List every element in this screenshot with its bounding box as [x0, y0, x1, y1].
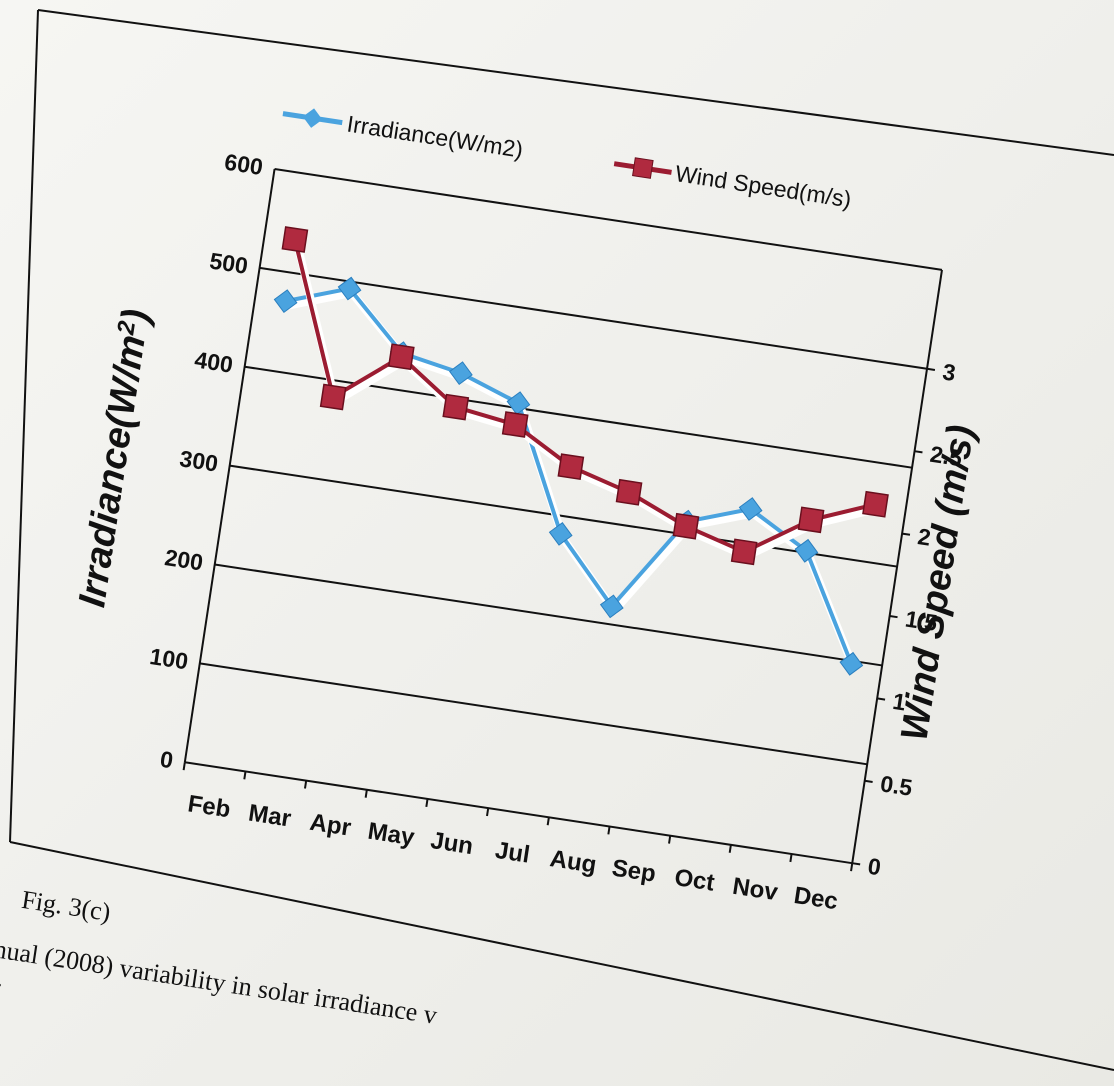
data-point-irradiance [273, 289, 298, 314]
x-tick-mark [486, 807, 490, 817]
x-tick-label: Apr [308, 809, 353, 842]
x-tick-mark [182, 762, 186, 771]
legend-label-irradiance: Irradiance(W/m2) [345, 110, 525, 162]
y2-tick-mark [864, 779, 873, 783]
y-axis-title: Irradiance(W/m2) [71, 307, 157, 610]
y2-tick-label: 1 [891, 688, 908, 716]
y2-tick-label: 0 [866, 853, 883, 881]
series [273, 226, 889, 676]
y-tick-label: 500 [208, 247, 250, 278]
x-tick-label: Dec [792, 882, 840, 915]
data-point-wind-speed [442, 393, 470, 421]
y2-axis-title: Wind Speed (m/s) [894, 422, 983, 743]
x-axis-line [184, 761, 853, 865]
data-point-wind-speed [672, 512, 700, 540]
x-tick-mark [607, 826, 611, 835]
chart: 0 100 200 300 400 500 600 0 0.5 1 1.5 2 2.5 3 Feb Mar Ap… [71, 108, 983, 916]
x-tick-mark [303, 780, 308, 789]
x-tick-mark [789, 853, 793, 863]
data-point-wind-speed [862, 490, 889, 518]
legend-marker-irradiance [302, 108, 323, 128]
y-tick-label: 400 [193, 346, 235, 377]
data-point-wind-speed [319, 383, 347, 411]
data-point-irradiance [839, 651, 864, 676]
x-tick-label: Mar [247, 800, 293, 833]
legend: Irradiance(W/m2) Wind Speed(m/s) [282, 108, 854, 212]
legend-label-wind-speed: Wind Speed(m/s) [674, 160, 854, 212]
data-point-irradiance [548, 521, 573, 546]
data-point-wind-speed [387, 343, 415, 371]
x-tick-mark [728, 844, 732, 853]
y2-tick-mark [901, 532, 911, 536]
y-axis-line [183, 168, 276, 763]
x-tick-mark [850, 863, 854, 872]
caption: Fig. 3(c) nual (2008) variability in sol… [0, 885, 439, 1030]
labels: 0 100 200 300 400 500 600 0 0.5 1 1.5 2 2.5 3 Feb Mar Ap… [148, 149, 964, 916]
x-tick-mark [668, 835, 672, 844]
data-point-wind-speed [797, 506, 825, 534]
gridline [259, 266, 928, 370]
x-tick-mark [364, 789, 368, 798]
x-tick-label: Sep [610, 854, 658, 887]
data-point-irradiance [738, 497, 763, 521]
y2-tick-mark [914, 450, 923, 454]
y2-tick-mark [877, 697, 886, 701]
data-point-wind-speed [557, 453, 585, 481]
caption-line-1: nual (2008) variability in solar irradia… [0, 934, 439, 1030]
data-point-irradiance [449, 361, 473, 386]
y-tick-label: 300 [178, 445, 220, 476]
y2-tick-label: 1.5 [904, 606, 940, 637]
y2-tick-label: 2 [916, 523, 933, 551]
y-tick-label: 100 [148, 643, 190, 674]
gridline [244, 365, 913, 469]
data-point-irradiance [506, 391, 531, 415]
paper-frame [9, 9, 1114, 1071]
x-tick-mark [425, 798, 429, 808]
x-tick-label: May [366, 818, 417, 852]
x-tick-label: Feb [186, 790, 232, 823]
y2-tick-mark [852, 862, 861, 866]
data-point-wind-speed [615, 478, 643, 506]
data-point-irradiance [599, 594, 624, 619]
x-tick-label: Jul [493, 837, 531, 869]
legend-marker-wind-speed [632, 157, 654, 179]
gridline [229, 464, 898, 568]
y2-tick-label: 3 [941, 358, 958, 386]
y-tick-label: 0 [158, 746, 175, 774]
gridline [274, 168, 943, 271]
data-point-wind-speed [501, 411, 529, 438]
y2-tick-label: 2.5 [928, 441, 964, 472]
legend-item-wind-speed: Wind Speed(m/s) [613, 157, 854, 212]
y2-axis-line [851, 269, 943, 864]
data-point-wind-speed [730, 538, 758, 566]
figure-label: Fig. 3(c) [20, 885, 113, 927]
legend-item-irradiance: Irradiance(W/m2) [282, 108, 525, 163]
data-point-wind-speed [281, 226, 309, 253]
x-tick-mark [546, 817, 550, 826]
data-point-irradiance [794, 538, 819, 563]
y-tick-label: 200 [163, 544, 205, 575]
gridline [214, 563, 883, 667]
y2-tick-mark [889, 615, 898, 619]
y2-tick-label: 0.5 [879, 770, 915, 801]
y-tick-label: 600 [223, 149, 265, 180]
gridline [199, 662, 868, 766]
x-tick-mark [243, 771, 247, 780]
caption-line-2: l. [0, 962, 6, 993]
axes [182, 168, 943, 872]
x-tick-label: Nov [731, 873, 781, 907]
data-point-irradiance [337, 276, 362, 301]
y2-tick-mark [926, 367, 936, 371]
x-tick-label: Aug [548, 845, 598, 879]
x-tick-label: Jun [429, 827, 475, 860]
x-tick-label: Oct [673, 864, 717, 897]
